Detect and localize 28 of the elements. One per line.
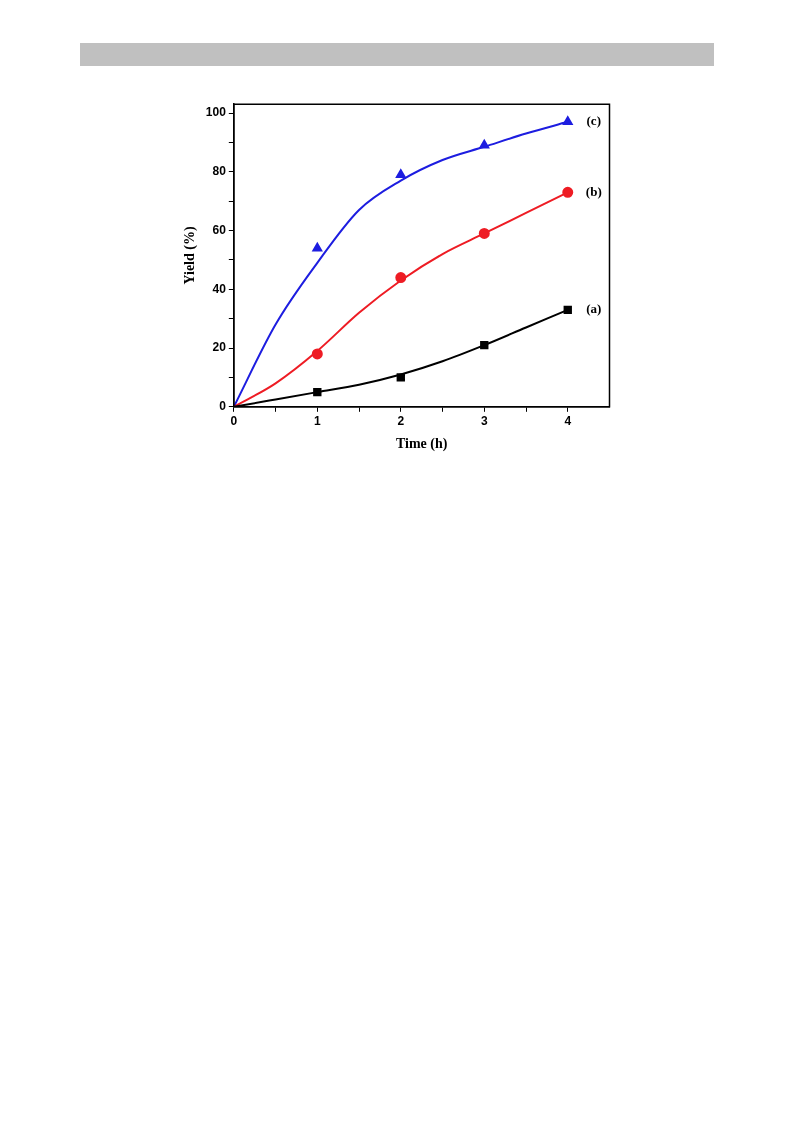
x-axis-title: Time (h) bbox=[395, 436, 448, 453]
y-axis-title: Yield (%) bbox=[182, 226, 199, 285]
y-tick-label: 0 bbox=[219, 399, 227, 414]
series-label: (c) bbox=[586, 113, 601, 129]
point bbox=[480, 340, 489, 350]
x-tick-label: 4 bbox=[564, 414, 572, 429]
point bbox=[313, 387, 322, 397]
point bbox=[562, 186, 574, 198]
y-tick-label: 60 bbox=[212, 222, 227, 237]
point bbox=[479, 139, 490, 149]
point bbox=[478, 227, 490, 239]
point bbox=[563, 305, 572, 315]
y-tick-label: 100 bbox=[205, 105, 227, 120]
series-label: (b) bbox=[585, 183, 602, 199]
x-tick-label: 0 bbox=[230, 414, 238, 429]
point bbox=[396, 373, 405, 382]
series-label: (a) bbox=[586, 301, 602, 317]
point bbox=[312, 242, 323, 252]
x-tick-label: 1 bbox=[313, 414, 321, 429]
point bbox=[562, 116, 573, 126]
y-tick-label: 20 bbox=[212, 340, 227, 355]
y-tick-label: 40 bbox=[212, 281, 227, 296]
x-tick-label: 2 bbox=[397, 414, 405, 429]
x-tick-label: 3 bbox=[480, 414, 488, 429]
y-tick-label: 80 bbox=[212, 164, 227, 179]
point bbox=[395, 169, 406, 178]
point bbox=[311, 348, 323, 360]
point bbox=[395, 272, 407, 284]
